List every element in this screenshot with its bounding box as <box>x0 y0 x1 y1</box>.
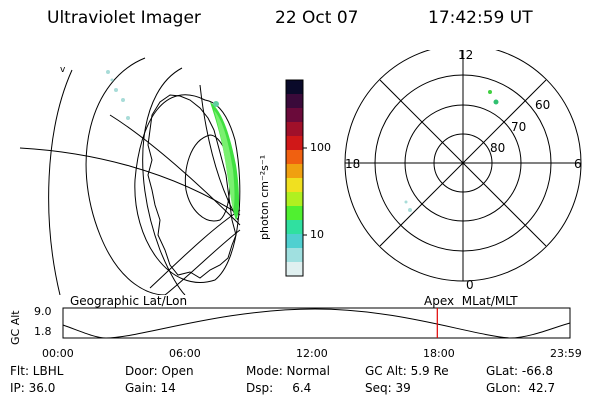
status-gc-altitude: GC Alt: 5.9 Re <box>365 364 449 378</box>
colorbar-cell <box>286 108 303 123</box>
colorbar-cell <box>286 164 303 179</box>
colorbar-cell <box>286 122 303 137</box>
mlt-label-12: 12 <box>458 48 474 62</box>
timeline-y-tick-min: 1.8 <box>34 325 52 338</box>
timeline-x-tick-1800: 18:00 <box>423 347 455 360</box>
colorbar-cell <box>286 234 303 249</box>
aurora-emission <box>210 101 239 220</box>
lat-label-80: 80 <box>490 141 506 155</box>
map-meridian-2 <box>109 114 241 226</box>
colorbar-unit-label: photon cm⁻²s⁻¹ <box>258 154 271 240</box>
colorbar-cell <box>286 192 303 207</box>
colorbar-cell <box>286 136 303 151</box>
colorbar-cell <box>286 220 303 235</box>
polar-mlt-plot <box>344 50 582 282</box>
map-meridian-3 <box>149 209 241 289</box>
instrument-title: Ultraviolet Imager <box>47 8 201 28</box>
colorbar-cell <box>286 206 303 221</box>
status-dsp: Dsp: 6.4 <box>246 381 312 395</box>
map-inner-ring <box>184 134 231 222</box>
status-ip: IP: 36.0 <box>10 381 56 395</box>
colorbar-cell <box>286 80 303 95</box>
timeline-x-tick-0600: 06:00 <box>169 347 201 360</box>
lat-label-70: 70 <box>511 120 527 134</box>
mlt-label-18: 18 <box>345 157 361 171</box>
map-meridian-1 <box>19 147 241 216</box>
timeline-x-tick-2359: 23:59 <box>550 347 582 360</box>
status-sequence: Seq: 39 <box>365 381 411 395</box>
map-latitude-ring <box>134 94 241 283</box>
status-door: Door: Open <box>125 364 194 378</box>
timeline-left-title: Geographic Lat/Lon <box>70 294 188 308</box>
polar-aurora-spots <box>404 90 499 212</box>
colorbar-cell <box>286 178 303 193</box>
status-geo-latitude: GLat: -66.8 <box>486 364 553 378</box>
colorbar-cell <box>286 94 303 109</box>
observation-date: 22 Oct 07 <box>275 8 359 28</box>
colorbar-cell <box>286 150 303 165</box>
status-filter: Flt: LBHL <box>10 364 64 378</box>
timeline-right-title: Apex MLat/MLT <box>424 294 518 308</box>
status-geo-longitude: GLon: 42.7 <box>486 381 556 395</box>
mlt-label-6: 6 <box>574 157 582 171</box>
background-glow-speckle <box>106 70 130 120</box>
mlt-label-0: 0 <box>466 278 474 292</box>
timeline-x-tick-0000: 00:00 <box>42 347 74 360</box>
geographic-map: v <box>19 57 241 295</box>
timeline-x-tick-1200: 12:00 <box>296 347 328 360</box>
altitude-curve <box>62 308 571 339</box>
observation-time: 17:42:59 UT <box>428 8 533 28</box>
colorbar-tick-10: 10 <box>310 228 324 241</box>
timeline-y-tick-max: 9.0 <box>34 305 52 318</box>
orbit-altitude-timeline <box>62 307 571 339</box>
map-meridian-4 <box>199 84 239 221</box>
map-meridian-5 <box>164 229 241 295</box>
status-mode: Mode: Normal <box>246 364 330 378</box>
map-latitude-arc-1 <box>85 57 166 295</box>
map-antarctica-coast <box>147 94 237 279</box>
colorbar-tick-100: 100 <box>310 141 331 154</box>
map-limb-arc-outer <box>48 69 73 295</box>
status-gain: Gain: 14 <box>125 381 176 395</box>
map-latitude-arc-2 <box>142 67 186 295</box>
colorbar-cell <box>286 248 303 263</box>
lat-label-60: 60 <box>535 98 551 112</box>
colorbar-cell <box>286 262 303 277</box>
intensity-color-bar <box>285 79 307 277</box>
svg-text:v: v <box>60 65 66 75</box>
